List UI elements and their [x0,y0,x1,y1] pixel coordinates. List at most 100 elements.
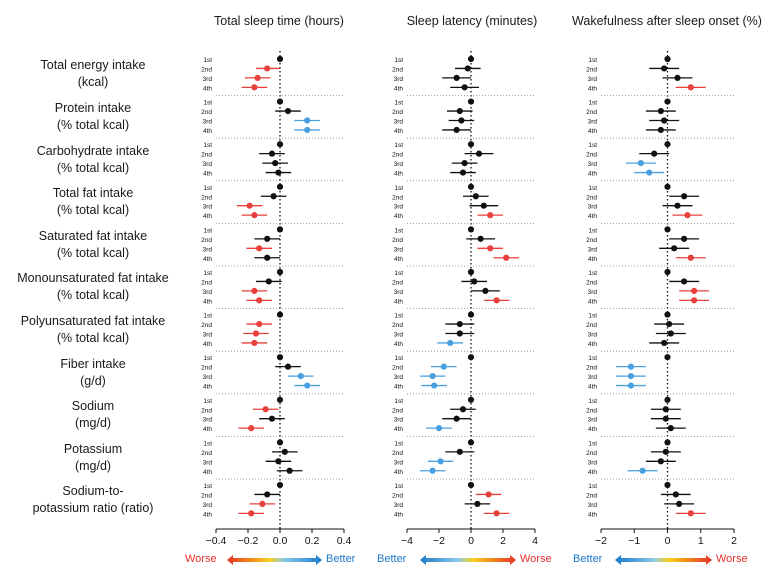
x-tick-label: 0.4 [337,535,352,547]
point-estimate [482,287,489,294]
quartile-label: 1st [203,227,212,234]
point-estimate [467,141,475,148]
point-estimate [248,425,255,432]
direction-arrow [615,555,712,565]
point-estimate [256,297,263,304]
row-label-line2: (% total kcal) [56,160,130,175]
point-estimate [627,363,635,370]
point-estimate [276,141,284,148]
point-estimate [681,278,688,285]
point-estimate [276,481,284,489]
quartile-label: 4th [394,469,403,476]
point-estimate [467,268,475,276]
quartile-label: 2nd [392,365,403,372]
x-tick-label: 4 [532,535,538,547]
legend-right-worse-label: Worse [716,553,748,565]
panel-title-waso: Wakefulness after sleep onset (%) [572,14,762,28]
quartile-label: 4th [394,341,403,348]
point-estimate [275,169,282,176]
quartile-label: 3rd [394,502,404,509]
row-label-line2: (mg/d) [74,458,112,473]
quartile-label: 1st [588,313,597,320]
quartile-label: 3rd [394,161,404,168]
row-label-line2: (mg/d) [74,416,112,431]
quartile-label: 4th [203,341,212,348]
legend-left-better-label: Better [326,553,356,565]
quartile-label: 1st [394,100,403,107]
point-estimate [304,382,311,389]
point-estimate [256,245,263,252]
point-estimate [437,458,444,465]
quartile-label: 2nd [201,492,212,499]
point-estimate [657,126,664,134]
point-estimate [286,467,293,474]
quartile-label: 1st [203,483,212,490]
point-estimate [456,107,463,115]
point-estimate [467,183,475,190]
quartile-label: 4th [203,213,212,220]
quartile-label: 4th [394,298,403,305]
quartile-label: 2nd [392,407,403,414]
point-estimate [664,396,671,403]
point-estimate [467,55,475,63]
x-tick-label: 0 [665,535,671,547]
point-estimate [264,254,271,261]
row-label: Monounsaturated fat intake (% total kcal) [0,270,186,304]
quartile-label: 2nd [392,450,403,457]
point-estimate [456,320,463,328]
quartile-label: 2nd [201,407,212,414]
quartile-label: 1st [588,57,597,64]
direction-arrow [227,555,322,565]
point-estimate [459,169,467,176]
quartile-label: 1st [588,100,597,107]
point-estimate [681,193,688,200]
quartile-label: 1st [588,398,597,405]
point-estimate [264,491,271,498]
panel-1: −4 −2 0 2 4 1st 2nd 3rd 4th 1st 2nd 3rd 4th 1st 2nd 3rd… [392,51,538,547]
row-label-line2: (% total kcal) [56,203,130,218]
quartile-label: 1st [394,440,403,447]
quartile-label: 4th [588,171,597,178]
quartile-label: 3rd [203,332,213,339]
quartile-label: 3rd [588,289,598,296]
point-estimate [503,254,510,261]
quartile-label: 4th [203,469,212,476]
quartile-label: 2nd [392,194,403,201]
point-estimate [297,373,304,380]
x-tick-label: 0 [468,535,474,547]
quartile-label: 2nd [586,450,597,457]
point-estimate [467,98,475,105]
point-estimate [464,65,471,72]
point-estimate [687,84,694,91]
legend-left-worse-label: Worse [185,553,217,565]
quartile-label: 1st [203,142,212,149]
quartile-label: 4th [203,85,212,92]
point-estimate [304,126,311,134]
quartile-label: 4th [588,85,597,92]
x-tick-label: −0.2 [238,535,259,547]
point-estimate [254,74,261,81]
point-estimate [276,98,284,105]
row-label: Sodium-to-potassium ratio (ratio) [0,483,186,517]
point-estimate [487,212,494,219]
quartile-label: 1st [394,355,403,362]
quartile-label: 1st [203,355,212,362]
row-label-line1: Carbohydrate intake [36,143,150,158]
quartile-label: 2nd [201,66,212,73]
point-estimate [246,202,253,209]
point-estimate [276,183,284,190]
point-estimate [664,98,671,105]
quartile-label: 4th [394,256,403,263]
quartile-label: 1st [588,355,597,362]
quartile-label: 2nd [392,66,403,73]
point-estimate [251,212,258,219]
quartile-label: 1st [394,483,403,490]
point-estimate [272,160,279,167]
quartile-label: 3rd [394,204,404,211]
quartile-label: 1st [394,313,403,320]
quartile-label: 2nd [586,407,597,414]
quartile-label: 2nd [586,492,597,499]
point-estimate [284,363,292,370]
point-estimate [276,354,284,361]
